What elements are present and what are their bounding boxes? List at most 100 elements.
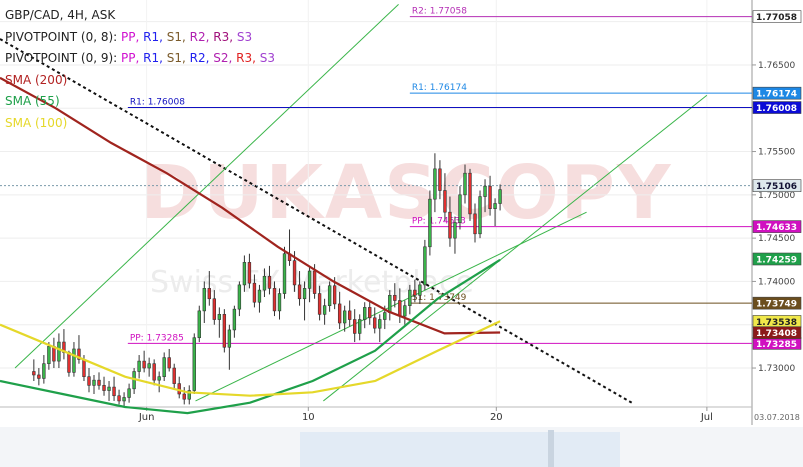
candle-body — [257, 289, 262, 303]
pivot-legend-2: PIVOTPOINT (0, 9): PP, R1, S1, R2, S2, R… — [5, 51, 275, 65]
candle-body — [363, 307, 367, 320]
sma100-line — [0, 320, 501, 397]
candle-body — [87, 376, 91, 386]
navigator-window — [300, 432, 620, 467]
candle-body — [408, 289, 412, 306]
candle-body — [207, 288, 211, 300]
candle-body — [172, 367, 176, 384]
candle-body — [77, 348, 81, 360]
sma200-legend: SMA (200) — [5, 72, 68, 87]
candle-body — [242, 262, 247, 286]
indicator-price-tag: 1.73538 — [756, 318, 797, 328]
x-tick-label: 20 — [490, 412, 503, 423]
pivot-legend-item: S3 — [236, 29, 253, 44]
pivot-legend-item: PP, — [121, 51, 144, 65]
pivot-price-tag: 1.74633 — [756, 223, 797, 233]
candle-body — [227, 329, 232, 348]
candle-body — [488, 185, 492, 209]
candle-body — [292, 260, 297, 286]
x-tick-label: Jun — [138, 412, 155, 423]
candle-body — [322, 305, 327, 315]
candle-body — [32, 371, 36, 376]
indicator-price-tag: 1.73408 — [756, 329, 797, 339]
y-tick-label: 1.76500 — [758, 61, 795, 71]
candle-body — [277, 293, 282, 312]
pivot-legend-item: R3, — [213, 29, 237, 44]
candle-body — [192, 337, 196, 391]
candle-body — [342, 310, 347, 324]
sma55-legend: SMA (55) — [5, 94, 60, 108]
candle-body — [102, 385, 106, 391]
candle-body — [493, 203, 497, 209]
candle-body — [468, 172, 472, 215]
candle-body — [337, 303, 342, 324]
candle-body — [332, 285, 337, 305]
candle-body — [353, 319, 357, 334]
sma100-legend: SMA (100) — [5, 115, 68, 130]
candle-body — [478, 196, 482, 235]
candle-body — [157, 376, 161, 381]
pivot-price-tag-bg — [752, 10, 802, 23]
candle-body — [327, 285, 332, 306]
candle-body — [448, 211, 452, 239]
pivot-legend-item: S1, — [166, 29, 190, 44]
candle-body — [217, 314, 222, 320]
candle-body — [418, 284, 422, 296]
candle-body — [97, 379, 101, 386]
candle-body — [483, 185, 487, 197]
candle-body — [403, 305, 407, 317]
candle-body — [428, 198, 432, 248]
x-tick-label: Jul — [700, 412, 713, 423]
candle-body — [82, 359, 86, 377]
candle-body — [47, 346, 51, 365]
navigator-handle — [548, 430, 554, 467]
pivot-legend-item: R1, — [143, 29, 167, 44]
candle-body — [378, 319, 382, 329]
date-stamp: 03.07.2018 — [754, 413, 800, 422]
pivot-legend-item: S1, — [166, 51, 190, 65]
candle-body — [117, 395, 121, 402]
candle-body — [388, 294, 392, 313]
candle-body — [222, 314, 227, 348]
candle-body — [358, 319, 362, 334]
pivot-price-tag: 1.76008 — [756, 104, 797, 114]
pivot-legend-item: S2, — [213, 51, 237, 65]
y-tick-label: 1.75500 — [758, 148, 795, 158]
candle-body — [423, 246, 427, 286]
pivot-legend-1: PIVOTPOINT (0, 8): PP, R1, S1, R2, R3, S… — [5, 29, 253, 44]
candle-body — [107, 386, 111, 391]
candle-body — [187, 390, 191, 400]
indicator-price-tag-bg — [752, 252, 802, 266]
candle-body — [398, 300, 402, 317]
candle-body — [393, 294, 397, 301]
watermark-logo: DUKASCOPY — [140, 150, 673, 236]
candle-body — [182, 393, 186, 400]
candle-body — [453, 222, 457, 239]
pivot-price-tag-bg — [752, 220, 802, 233]
y-tick-label: 1.74000 — [758, 277, 795, 287]
candle-body — [167, 357, 171, 369]
pivot-price-tag-bg — [752, 296, 802, 310]
pivot-price-tag-bg — [752, 101, 802, 114]
candle-body — [152, 363, 156, 381]
candle-body — [302, 288, 307, 300]
candle-body — [413, 289, 417, 296]
candle-body — [252, 282, 257, 303]
candle-body — [212, 298, 216, 320]
candle-body — [112, 386, 116, 397]
candle-body — [383, 312, 387, 320]
trendline-channel — [323, 94, 708, 402]
candle-body — [312, 270, 317, 294]
pivot-legend-item: PP, — [121, 29, 144, 44]
candle-body — [373, 317, 377, 329]
chart-title: GBP/CAD, 4H, ASK — [5, 8, 116, 22]
indicator-price-tag-bg — [752, 326, 802, 340]
x-tick-label: 10 — [302, 412, 315, 423]
pivot-legend-item: R1, — [143, 51, 167, 65]
candle-body — [127, 388, 131, 398]
candle-body — [262, 275, 267, 291]
candle-body — [197, 310, 201, 339]
candle-body — [147, 363, 151, 369]
indicator-price-tag: 1.74259 — [756, 256, 797, 266]
